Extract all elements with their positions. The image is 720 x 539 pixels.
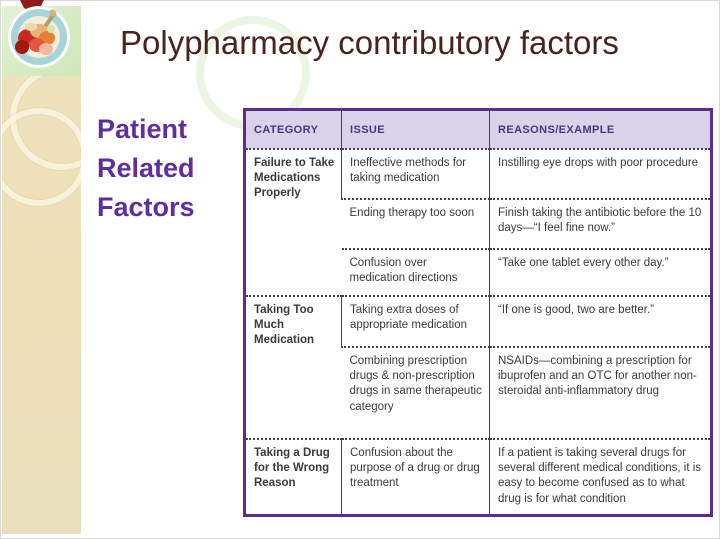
- decor-ring: [2, 108, 81, 206]
- column-header-issue: ISSUE: [341, 109, 490, 150]
- slide-title: Polypharmacy contributory factors: [120, 24, 619, 61]
- reason-cell: Finish taking the antibiotic before the …: [489, 198, 712, 249]
- category-cell: Taking a Drug for the Wrong Reason: [244, 438, 342, 515]
- column-header-category: CATEGORY: [244, 109, 342, 150]
- table-row: Confusion over medication directions “Ta…: [245, 248, 712, 296]
- issue-cell: Taking extra doses of appropriate medica…: [341, 295, 490, 347]
- issue-cell: Ending therapy too soon: [341, 198, 490, 249]
- subtitle-line: Factors: [97, 192, 195, 223]
- slide-subtitle: Patient Related Factors: [97, 110, 237, 227]
- table-row: Taking a Drug for the Wrong Reason Confu…: [244, 438, 712, 515]
- category-cell: Taking Too Much Medication: [244, 295, 342, 439]
- issue-cell: Confusion about the purpose of a drug or…: [341, 438, 490, 515]
- subtitle-line: Related: [97, 153, 195, 184]
- issue-cell: Ineffective methods for taking medicatio…: [341, 148, 490, 199]
- reason-cell: “Take one tablet every other day.”: [489, 248, 712, 296]
- column-header-reasons: REASONS/EXAMPLE: [489, 109, 712, 150]
- category-cell: Failure to Take Medications Properly: [244, 148, 342, 296]
- reason-cell: NSAIDs—combining a prescription for ibup…: [489, 346, 712, 439]
- table-row: Ending therapy too soon Finish taking th…: [245, 198, 712, 249]
- reason-cell: “If one is good, two are better.”: [489, 295, 712, 347]
- fruit-bowl-icon: [6, 0, 74, 72]
- table-row: Failure to Take Medications Properly Ine…: [244, 148, 712, 296]
- table-row: Taking Too Much Medication Taking extra …: [244, 295, 712, 439]
- table-row: Combining prescription drugs & non-presc…: [245, 346, 712, 439]
- reason-cell: If a patient is taking several drugs for…: [489, 438, 712, 515]
- subtitle-line: Patient: [97, 114, 188, 144]
- factors-table: CATEGORY ISSUE REASONS/EXAMPLE Failure t…: [243, 108, 713, 517]
- issue-cell: Combining prescription drugs & non-presc…: [341, 346, 490, 439]
- sidebar-beige-panel: [2, 76, 81, 534]
- factors-table-container: CATEGORY ISSUE REASONS/EXAMPLE Failure t…: [243, 108, 713, 517]
- issue-cell: Confusion over medication directions: [341, 248, 490, 296]
- header-row: CATEGORY ISSUE REASONS/EXAMPLE: [244, 109, 712, 150]
- reason-cell: Instilling eye drops with poor procedure: [489, 148, 712, 199]
